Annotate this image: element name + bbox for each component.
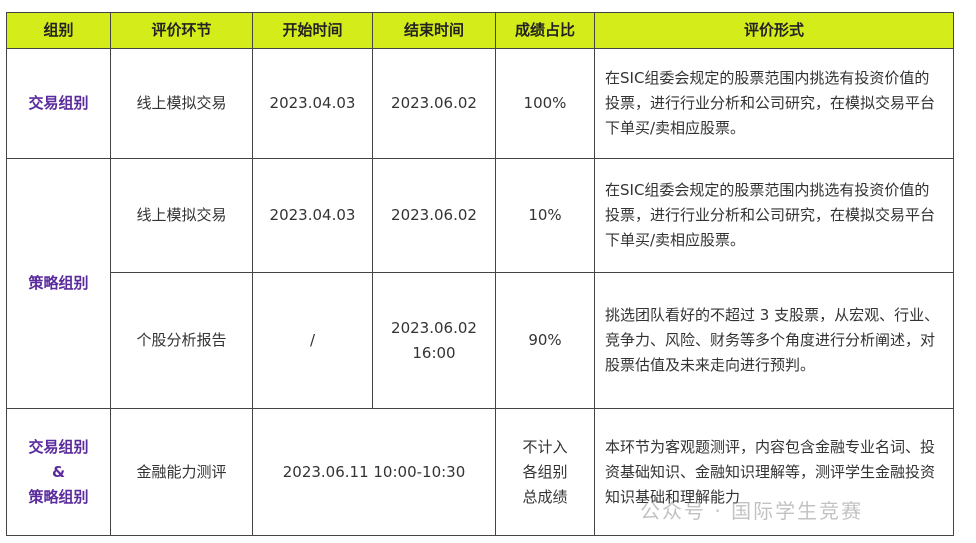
weight-cell: 90% [495,272,595,409]
form-cell: 本环节为客观题测评，内容包含金融专业名词、投资基础知识、金融知识理解等，测评学生… [594,408,954,536]
weight-line: 各组别 [522,462,568,481]
header-row: 组别 评价环节 开始时间 结束时间 成绩占比 评价形式 [6,12,954,49]
weight-line: 不计入 [522,437,568,456]
header-start: 开始时间 [252,12,373,49]
group-cell: 交易组别 [6,48,111,159]
form-cell: 挑选团队看好的不超过 3 支股票，从宏观、行业、竞争力、风险、财务等多个角度进行… [594,272,954,409]
group-line: 策略组别 [28,487,89,506]
group-cell: 策略组别 [6,158,111,409]
table-row: 交易组别 线上模拟交易 2023.04.03 2023.06.02 100% 在… [6,48,954,159]
start-cell: 2023.04.03 [252,158,373,273]
header-group: 组别 [6,12,111,49]
stage-cell: 金融能力测评 [110,408,253,536]
group-cell: 交易组别 & 策略组别 [6,408,111,536]
end-cell: 2023.06.02 [372,48,496,159]
table-row: 交易组别 & 策略组别 金融能力测评 2023.06.11 10:00-10:30 … [6,408,954,536]
stage-cell: 线上模拟交易 [110,48,253,159]
end-date: 2023.06.02 [391,318,477,337]
end-time: 16:00 [412,343,456,362]
time-cell: 2023.06.11 10:00-10:30 [252,408,496,536]
end-cell: 2023.06.02 [372,158,496,273]
form-cell: 在SIC组委会规定的股票范围内挑选有投资价值的投票，进行行业分析和公司研究，在模… [594,158,954,273]
weight-cell: 不计入 各组别 总成绩 [495,408,595,536]
weight-line: 总成绩 [522,487,568,506]
header-stage: 评价环节 [110,12,253,49]
form-cell: 在SIC组委会规定的股票范围内挑选有投资价值的投票，进行行业分析和公司研究，在模… [594,48,954,159]
watermark: 公众号 · 国际学生竞赛 [640,499,864,523]
start-cell: 2023.04.03 [252,48,373,159]
group-line: & [51,462,66,481]
start-cell: / [252,272,373,409]
evaluation-table: 组别 评价环节 开始时间 结束时间 成绩占比 评价形式 交易组别 线上模拟交易 … [6,12,954,536]
weight-cell: 100% [495,48,595,159]
header-weight: 成绩占比 [495,12,595,49]
group-line: 交易组别 [28,437,89,456]
table-row: 个股分析报告 / 2023.06.02 16:00 90% 挑选团队看好的不超过 … [7,272,954,409]
header-form: 评价形式 [594,12,954,49]
stage-cell: 个股分析报告 [110,272,253,409]
end-cell: 2023.06.02 16:00 [372,272,496,409]
header-end: 结束时间 [372,12,496,49]
table-row: 策略组别 线上模拟交易 2023.04.03 2023.06.02 10% 在S… [6,158,954,409]
stage-cell: 线上模拟交易 [110,158,253,273]
weight-cell: 10% [495,158,595,273]
